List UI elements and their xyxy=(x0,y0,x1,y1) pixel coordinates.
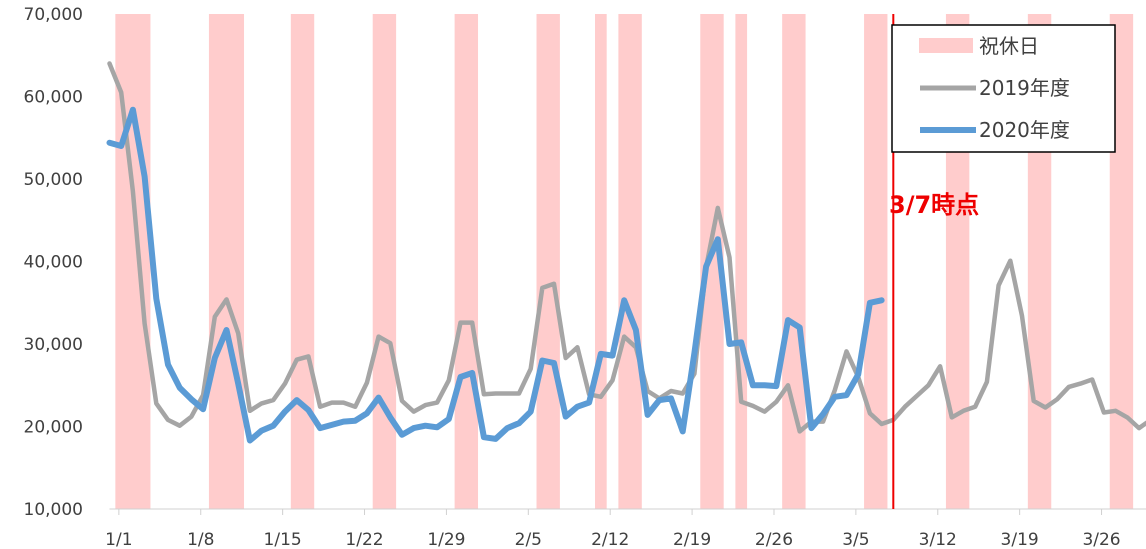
series-lines xyxy=(106,61,1146,444)
holiday-band-3 xyxy=(372,14,397,509)
holiday-band-10 xyxy=(782,14,806,509)
x-tick-label: 2/19 xyxy=(673,530,711,549)
y-tick-label: 20,000 xyxy=(24,418,83,438)
x-tick-label: 3/5 xyxy=(842,530,869,549)
x-tick-label: 1/15 xyxy=(264,530,302,549)
date-marker-annotation: 3/7時点 xyxy=(889,191,979,219)
y-tick-label: 40,000 xyxy=(24,253,83,273)
legend: 祝休日 2019年度 2020年度 xyxy=(891,24,1116,153)
y-tick-label: 30,000 xyxy=(24,335,83,355)
legend-holiday-label: 祝休日 xyxy=(979,34,1039,58)
x-tick-label: 2/5 xyxy=(515,530,542,549)
x-tick-label: 2/12 xyxy=(591,530,629,549)
x-tick-label: 1/1 xyxy=(105,530,132,549)
x-axis-ticks: 1/1 1/8 1/15 1/22 1/29 2/5 2/12 2/19 2/26 3/5 3/12… xyxy=(105,509,1121,549)
holiday-band-5 xyxy=(536,14,560,509)
y-axis-ticks: 10,000 20,000 30,000 40,000 50,000 60,000 70,0… xyxy=(24,5,83,520)
x-tick-label: 3/19 xyxy=(1001,530,1039,549)
holiday-band-8 xyxy=(700,14,724,509)
y-tick-label: 50,000 xyxy=(24,170,83,190)
holiday-band-6 xyxy=(594,14,607,509)
y-tick-label: 70,000 xyxy=(24,5,83,25)
holiday-band-1 xyxy=(208,14,245,509)
holiday-band-11 xyxy=(864,14,888,509)
x-tick-label: 2/26 xyxy=(755,530,793,549)
x-tick-label: 3/26 xyxy=(1082,530,1120,549)
legend-2020-label: 2020年度 xyxy=(979,118,1070,142)
y-tick-label: 60,000 xyxy=(24,88,83,108)
holiday-band-7 xyxy=(618,14,642,509)
series-2019-line xyxy=(107,61,1146,434)
x-tick-label: 1/8 xyxy=(187,530,214,549)
x-tick-label: 1/22 xyxy=(345,530,383,549)
y-tick-label: 10,000 xyxy=(24,500,83,520)
x-tick-label: 1/29 xyxy=(427,530,465,549)
holiday-band-9 xyxy=(735,14,748,509)
series-2020-line xyxy=(106,106,885,444)
holiday-band-2 xyxy=(290,14,315,509)
x-tick-label: 3/12 xyxy=(919,530,957,549)
legend-holiday-swatch xyxy=(919,38,973,53)
legend-2019-label: 2019年度 xyxy=(979,76,1070,100)
holiday-band-4 xyxy=(454,14,479,509)
